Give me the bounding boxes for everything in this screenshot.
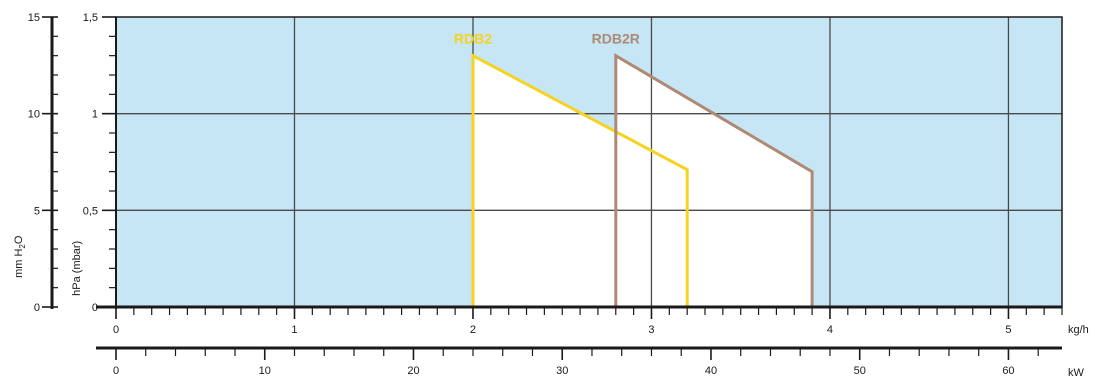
series-label-rdb2r: RDB2R bbox=[592, 31, 640, 47]
x-unit-label: kg/h bbox=[1068, 324, 1089, 336]
envelope-fills bbox=[473, 55, 813, 308]
x2-tick-label: 50 bbox=[854, 365, 866, 377]
y2-tick-label: 0 bbox=[34, 302, 40, 314]
y2-tick-label: 5 bbox=[34, 205, 40, 217]
x-tick-label: 0 bbox=[113, 324, 119, 336]
x-tick-label: 3 bbox=[648, 324, 654, 336]
y2-axis-title: mm H2O bbox=[13, 235, 27, 278]
envelope-fill-rdb2r bbox=[615, 55, 813, 308]
x2-tick-label: 20 bbox=[407, 365, 419, 377]
y-tick-label: 1 bbox=[92, 109, 98, 121]
y2-tick-label: 10 bbox=[28, 109, 40, 121]
y-tick-label: 1,5 bbox=[83, 12, 98, 24]
y-axis-title: hPa (mbar) bbox=[71, 241, 83, 296]
x-tick-label: 2 bbox=[470, 324, 476, 336]
x2-tick-label: 30 bbox=[556, 365, 568, 377]
x2-tick-label: 0 bbox=[113, 365, 119, 377]
x-tick-label: 1 bbox=[291, 324, 297, 336]
x-tick-label: 4 bbox=[827, 324, 833, 336]
y-tick-label: 0 bbox=[92, 302, 98, 314]
series-label-rdb2: RDB2 bbox=[454, 31, 492, 47]
y-tick-label: 0,5 bbox=[83, 205, 98, 217]
x2-unit-label: kW bbox=[1068, 367, 1085, 379]
x2-tick-label: 40 bbox=[705, 365, 717, 377]
grid-lines bbox=[116, 17, 1062, 307]
x2-tick-label: 60 bbox=[1002, 365, 1014, 377]
x2-tick-label: 10 bbox=[259, 365, 271, 377]
x-tick-label: 5 bbox=[1005, 324, 1011, 336]
y2-tick-label: 15 bbox=[28, 12, 40, 24]
axes bbox=[42, 16, 1063, 360]
